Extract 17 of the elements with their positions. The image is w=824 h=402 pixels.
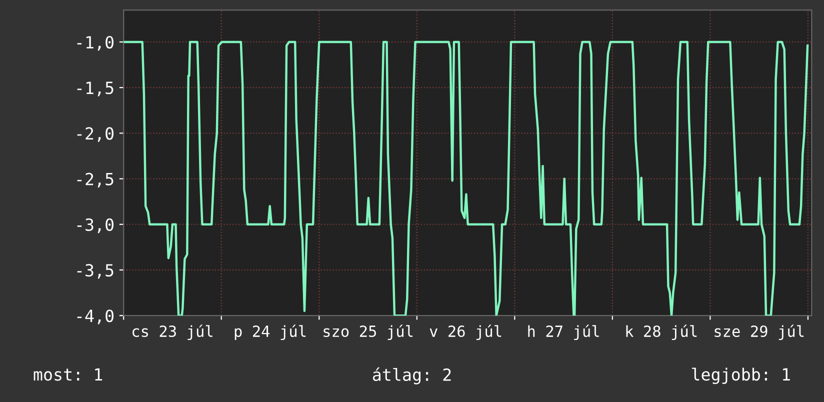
x-tick-label: cs 23 júl [132, 324, 212, 340]
y-tick-label: -1,5 [77, 82, 114, 96]
x-tick-label: k 28 júl [626, 324, 697, 340]
x-tick-label: szo 25 júl [324, 324, 413, 340]
y-tick-label: -4,0 [77, 310, 114, 324]
x-tick-label: p 24 júl [234, 324, 306, 340]
x-tick-label: sze 29 júl [714, 324, 804, 340]
y-tick-label: -2,5 [77, 172, 114, 188]
y-tick-label: -1,0 [77, 36, 114, 51]
y-tick-label: -3,5 [77, 264, 114, 279]
text: átlag: 2 [372, 367, 451, 384]
text: legjobb: 1 [692, 368, 790, 384]
y-tick-label: -3,0 [77, 218, 114, 234]
x-tick-label: h 27 júl [528, 324, 599, 340]
y-tick-label: -2,0 [77, 127, 114, 142]
x-tick-label: v 26 júl [430, 324, 502, 340]
text: most: 1 [34, 368, 102, 381]
